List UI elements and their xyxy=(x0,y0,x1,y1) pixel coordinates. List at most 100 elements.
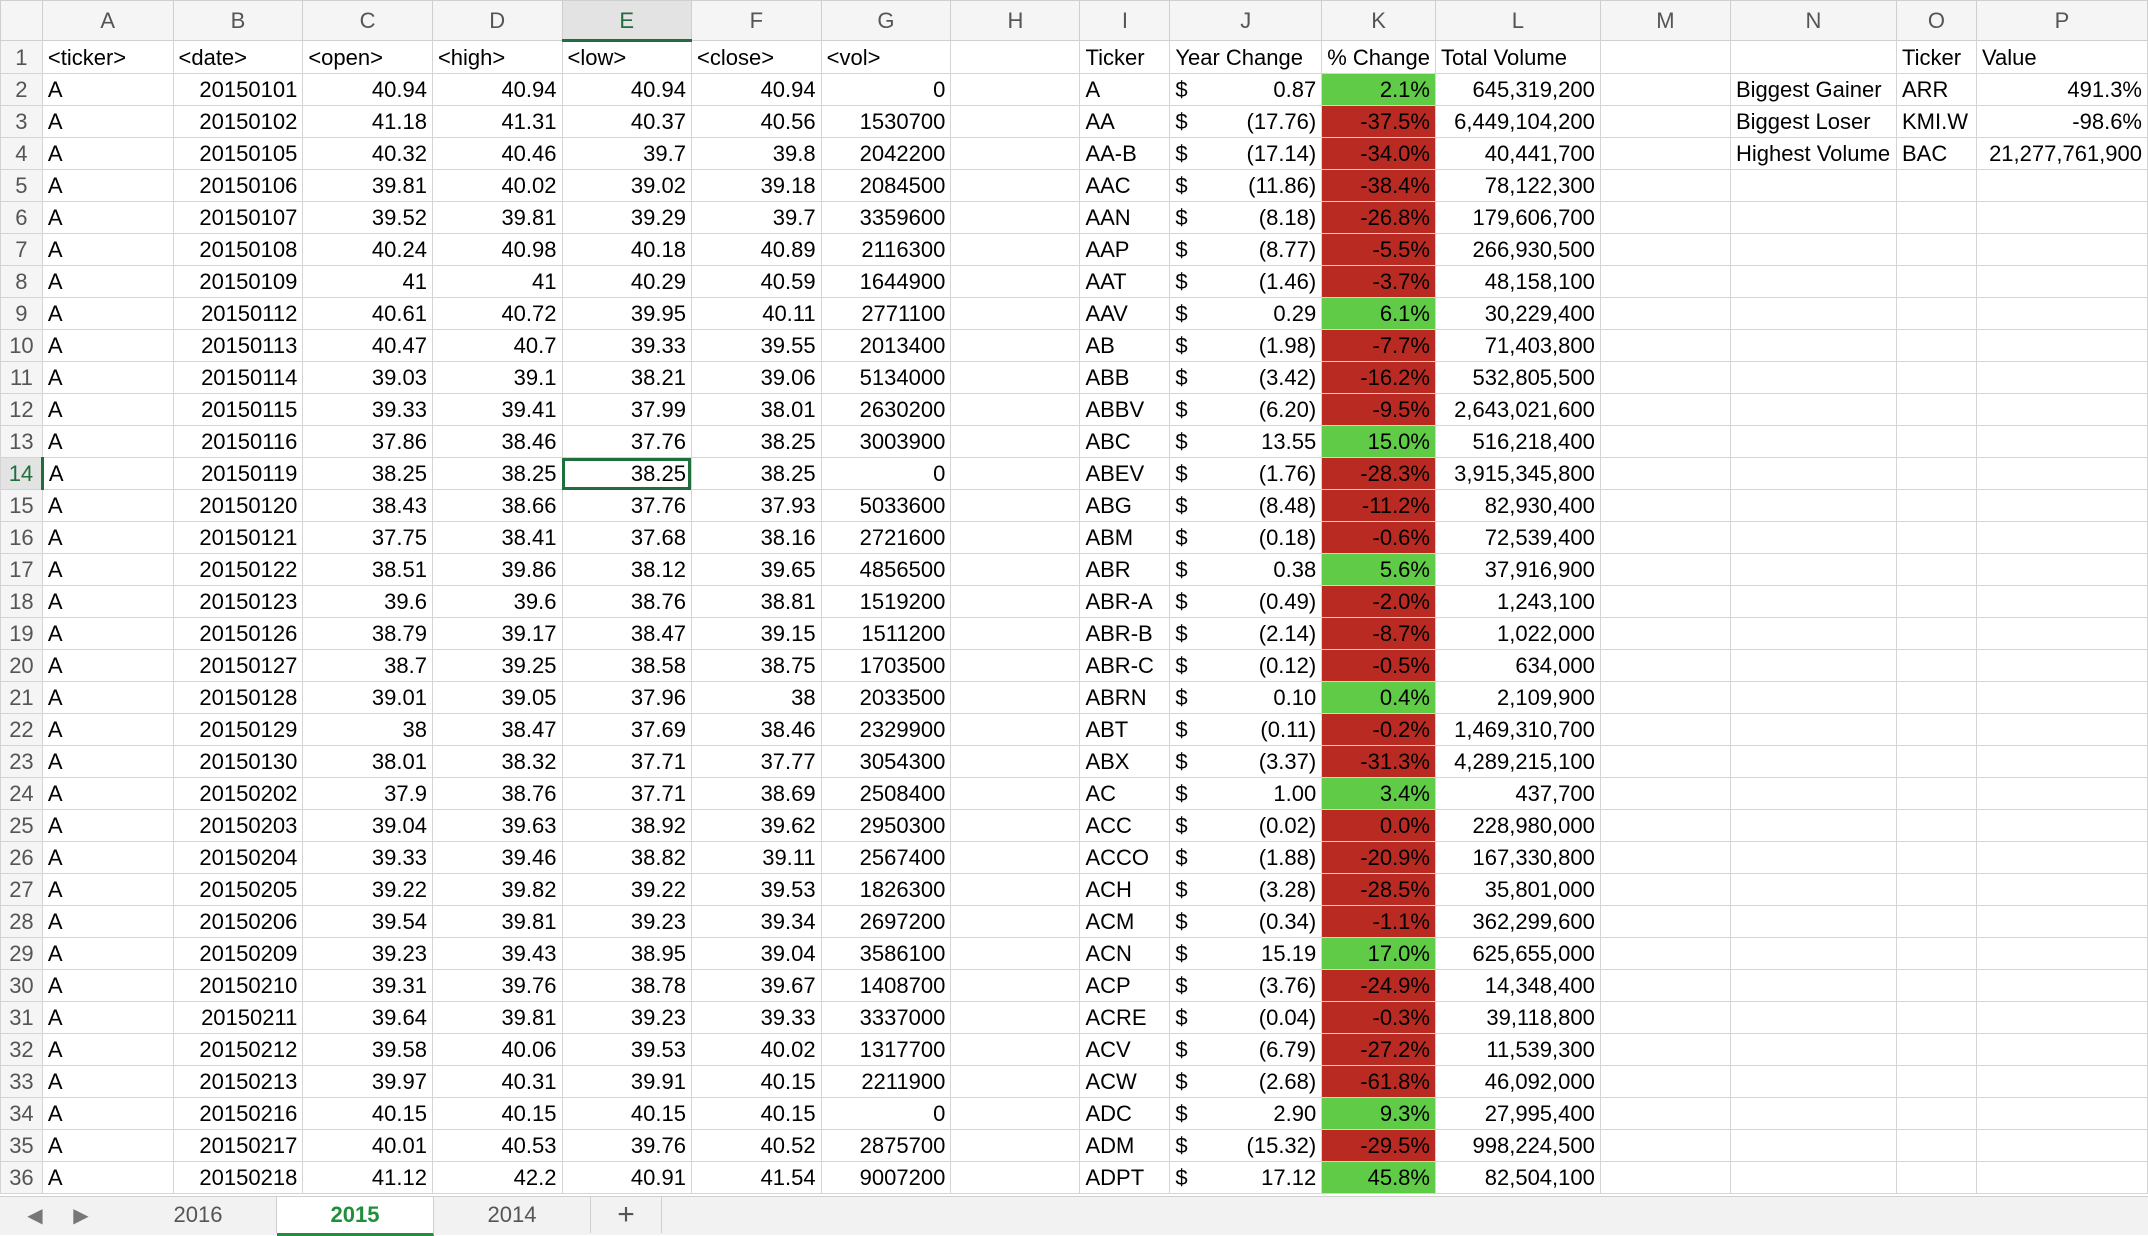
summary-total-volume[interactable]: 78,122,300 xyxy=(1434,169,1601,202)
cell-f27[interactable]: 39.53 xyxy=(690,873,822,906)
cell-g13[interactable]: 3003900 xyxy=(820,425,952,458)
cell-b35[interactable]: 20150217 xyxy=(172,1129,304,1162)
cell-n21[interactable] xyxy=(1730,681,1897,714)
summary-year-change[interactable]: $ (3.28) xyxy=(1169,873,1323,906)
cell-e7[interactable]: 40.18 xyxy=(561,233,692,266)
cell-a9[interactable]: A xyxy=(41,297,174,330)
summary-year-change[interactable]: $ (0.34) xyxy=(1169,905,1323,938)
cell-d36[interactable]: 42.2 xyxy=(431,1161,563,1194)
select-all-corner[interactable] xyxy=(0,0,43,41)
summary-pct-change[interactable]: -27.2% xyxy=(1321,1033,1436,1066)
cell-e16[interactable]: 37.68 xyxy=(561,521,692,554)
cell-h4[interactable] xyxy=(950,137,1081,170)
summary-pct-change[interactable]: -26.8% xyxy=(1321,201,1436,234)
sheet-tab-2014[interactable]: 2014 xyxy=(434,1197,591,1233)
summary-ticker[interactable]: ABM xyxy=(1079,521,1171,554)
summary-total-volume[interactable]: 72,539,400 xyxy=(1434,521,1601,554)
cell-o7[interactable] xyxy=(1895,233,1977,266)
summary-ticker[interactable]: AAV xyxy=(1079,297,1171,330)
summary-year-change[interactable]: $ (0.49) xyxy=(1169,585,1323,618)
row-header[interactable]: 7 xyxy=(0,233,43,266)
cell-p17[interactable] xyxy=(1975,553,2148,586)
summary-year-change[interactable]: $ (8.18) xyxy=(1169,201,1323,234)
column-header-f[interactable]: F xyxy=(690,0,822,41)
summary-total-volume[interactable]: 71,403,800 xyxy=(1434,329,1601,362)
cell-d12[interactable]: 39.41 xyxy=(431,393,563,426)
cell-p7[interactable] xyxy=(1975,233,2148,266)
summary-total-volume[interactable]: 2,109,900 xyxy=(1434,681,1601,714)
cell-b3[interactable]: 20150102 xyxy=(172,105,304,138)
summary-ticker[interactable]: ADM xyxy=(1079,1129,1171,1162)
cell-h31[interactable] xyxy=(950,1001,1081,1034)
cell-b8[interactable]: 20150109 xyxy=(172,265,304,298)
cell-n12[interactable] xyxy=(1730,393,1897,426)
row-header[interactable]: 27 xyxy=(0,873,43,906)
summary-year-change[interactable]: $ (3.76) xyxy=(1169,969,1323,1002)
cell-o11[interactable] xyxy=(1895,361,1977,394)
summary-ticker[interactable]: ABRN xyxy=(1079,681,1171,714)
cell-a2[interactable]: A xyxy=(41,73,174,106)
cell-o21[interactable] xyxy=(1895,681,1977,714)
cell-p11[interactable] xyxy=(1975,361,2148,394)
cell-e30[interactable]: 38.78 xyxy=(561,969,692,1002)
cell-p9[interactable] xyxy=(1975,297,2148,330)
cell-o36[interactable] xyxy=(1895,1161,1977,1194)
column-header-h[interactable]: H xyxy=(950,0,1081,41)
cell-b20[interactable]: 20150127 xyxy=(172,649,304,682)
cell-a25[interactable]: A xyxy=(41,809,174,842)
cell-n1[interactable] xyxy=(1730,40,1897,74)
summary-ticker[interactable]: ABBV xyxy=(1079,393,1171,426)
cell-n36[interactable] xyxy=(1730,1161,1897,1194)
row-header[interactable]: 12 xyxy=(0,393,43,426)
cell-e26[interactable]: 38.82 xyxy=(561,841,692,874)
cell-a7[interactable]: A xyxy=(41,233,174,266)
row-header[interactable]: 26 xyxy=(0,841,43,874)
summary-total-volume[interactable]: 645,319,200 xyxy=(1434,73,1601,106)
column-header-l[interactable]: L xyxy=(1434,0,1601,41)
summary-ticker[interactable]: AA-B xyxy=(1079,137,1171,170)
summary-ticker[interactable]: ACCO xyxy=(1079,841,1171,874)
summary-ticker[interactable]: ABR-B xyxy=(1079,617,1171,650)
cell-h7[interactable] xyxy=(950,233,1081,266)
summary-total-volume[interactable]: 46,092,000 xyxy=(1434,1065,1601,1098)
summary-year-change[interactable]: $ (8.48) xyxy=(1169,489,1323,522)
summary-ticker[interactable]: AAT xyxy=(1079,265,1171,298)
cell-b22[interactable]: 20150129 xyxy=(172,713,304,746)
summary-total-volume[interactable]: 266,930,500 xyxy=(1434,233,1601,266)
cell-d21[interactable]: 39.05 xyxy=(431,681,563,714)
row-header[interactable]: 5 xyxy=(0,169,43,202)
cell-a10[interactable]: A xyxy=(41,329,174,362)
cell-m36[interactable] xyxy=(1599,1161,1732,1194)
summary-total-volume[interactable]: 532,805,500 xyxy=(1434,361,1601,394)
cell-b23[interactable]: 20150130 xyxy=(172,745,304,778)
summary-ticker[interactable]: AC xyxy=(1079,777,1171,810)
cell-h30[interactable] xyxy=(950,969,1081,1002)
cell-g21[interactable]: 2033500 xyxy=(820,681,952,714)
cell-f31[interactable]: 39.33 xyxy=(690,1001,822,1034)
cell-m24[interactable] xyxy=(1599,777,1732,810)
cell-e31[interactable]: 39.23 xyxy=(561,1001,692,1034)
summary-ticker[interactable]: ADC xyxy=(1079,1097,1171,1130)
cell-f15[interactable]: 37.93 xyxy=(690,489,822,522)
cell-p19[interactable] xyxy=(1975,617,2148,650)
cell-a6[interactable]: A xyxy=(41,201,174,234)
cell-a1[interactable]: <ticker> xyxy=(41,40,174,74)
cell-m19[interactable] xyxy=(1599,617,1732,650)
cell-c13[interactable]: 37.86 xyxy=(302,425,433,458)
cell-b7[interactable]: 20150108 xyxy=(172,233,304,266)
cell-h3[interactable] xyxy=(950,105,1081,138)
cell-c33[interactable]: 39.97 xyxy=(302,1065,433,1098)
cell-c8[interactable]: 41 xyxy=(302,265,433,298)
cell-o34[interactable] xyxy=(1895,1097,1977,1130)
summary-ticker[interactable]: ABC xyxy=(1079,425,1171,458)
cell-h22[interactable] xyxy=(950,713,1081,746)
column-header-a[interactable]: A xyxy=(41,0,174,41)
cell-m14[interactable] xyxy=(1599,457,1732,490)
cell-b28[interactable]: 20150206 xyxy=(172,905,304,938)
cell-a36[interactable]: A xyxy=(41,1161,174,1194)
cell-h16[interactable] xyxy=(950,521,1081,554)
cell-e1[interactable]: <low> xyxy=(561,40,692,74)
summary-total-volume[interactable]: 40,441,700 xyxy=(1434,137,1601,170)
cell-d23[interactable]: 38.32 xyxy=(431,745,563,778)
